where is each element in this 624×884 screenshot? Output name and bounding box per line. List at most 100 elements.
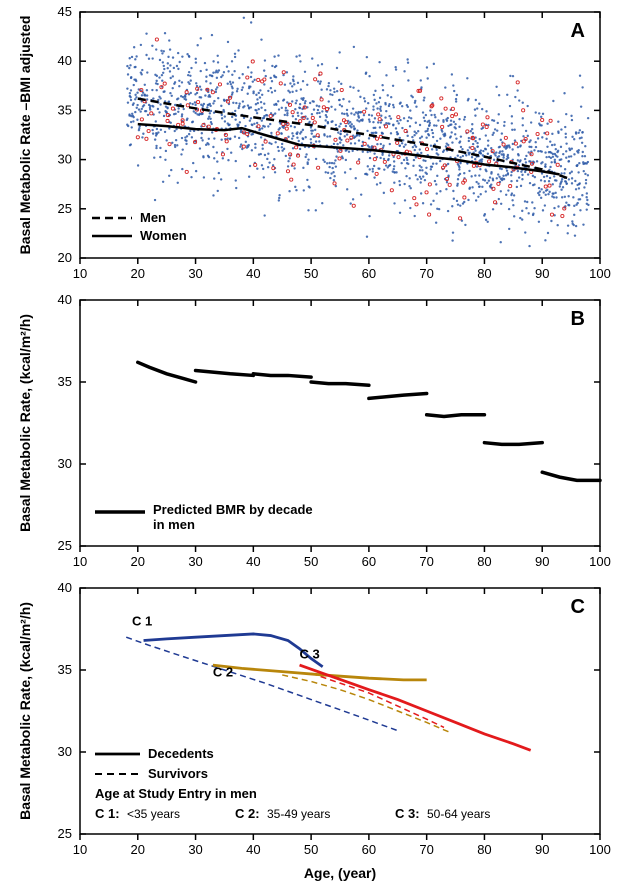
scatter-point-blue (499, 150, 501, 152)
scatter-point-blue (131, 56, 133, 58)
scatter-point-blue (552, 192, 554, 194)
scatter-point-blue (302, 80, 304, 82)
scatter-point-red (440, 97, 443, 100)
scatter-point-blue (298, 54, 300, 56)
scatter-point-blue (274, 171, 276, 173)
scatter-point-blue (521, 174, 523, 176)
scatter-point-blue (149, 108, 151, 110)
scatter-point-blue (460, 146, 462, 148)
scatter-point-blue (227, 122, 229, 124)
scatter-point-blue (507, 189, 509, 191)
scatter-point-blue (313, 108, 315, 110)
scatter-point-blue (326, 135, 328, 137)
scatter-point-blue (494, 128, 496, 130)
scatter-point-blue (235, 102, 237, 104)
scatter-point-blue (156, 89, 158, 91)
scatter-point-blue (335, 165, 337, 167)
scatter-point-blue (224, 115, 226, 117)
scatter-point-blue (213, 100, 215, 102)
scatter-point-blue (405, 175, 407, 177)
scatter-point-blue (130, 99, 132, 101)
scatter-point-blue (446, 120, 448, 122)
y-tick-label: 25 (58, 201, 72, 216)
scatter-point-blue (258, 92, 260, 94)
scatter-point-red (428, 183, 431, 186)
scatter-point-blue (173, 67, 175, 69)
scatter-point-blue (315, 158, 317, 160)
scatter-point-blue (307, 158, 309, 160)
scatter-point-blue (458, 141, 460, 143)
scatter-point-blue (304, 100, 306, 102)
scatter-point-blue (319, 82, 321, 84)
decade-segment (311, 382, 369, 385)
scatter-point-blue (512, 143, 514, 145)
scatter-point-red (550, 213, 553, 216)
scatter-point-blue (432, 132, 434, 134)
scatter-point-blue (158, 111, 160, 113)
scatter-point-blue (400, 162, 402, 164)
scatter-point-blue (192, 103, 194, 105)
scatter-point-blue (341, 112, 343, 114)
scatter-point-blue (334, 108, 336, 110)
scatter-point-blue (336, 90, 338, 92)
scatter-point-blue (368, 114, 370, 116)
scatter-point-blue (350, 112, 352, 114)
scatter-point-blue (376, 107, 378, 109)
scatter-point-blue (539, 124, 541, 126)
scatter-point-blue (168, 39, 170, 41)
scatter-point-blue (562, 186, 564, 188)
scatter-point-blue (571, 182, 573, 184)
scatter-point-blue (474, 158, 476, 160)
scatter-point-red (246, 76, 249, 79)
scatter-point-blue (293, 83, 295, 85)
scatter-point-blue (360, 193, 362, 195)
scatter-point-blue (379, 157, 381, 159)
scatter-point-blue (524, 200, 526, 202)
scatter-point-blue (134, 111, 136, 113)
scatter-point-blue (324, 119, 326, 121)
scatter-point-blue (132, 104, 134, 106)
scatter-point-blue (203, 176, 205, 178)
scatter-point-blue (383, 158, 385, 160)
scatter-point-blue (188, 71, 190, 73)
scatter-point-blue (563, 172, 565, 174)
scatter-point-blue (258, 108, 260, 110)
scatter-point-blue (161, 80, 163, 82)
scatter-point-blue (295, 189, 297, 191)
scatter-point-blue (414, 149, 416, 151)
scatter-point-blue (560, 172, 562, 174)
scatter-point-blue (261, 164, 263, 166)
scatter-point-blue (342, 98, 344, 100)
scatter-point-blue (530, 121, 532, 123)
scatter-point-blue (331, 120, 333, 122)
scatter-point-blue (376, 143, 378, 145)
scatter-point-blue (273, 76, 275, 78)
figure-container: 102030405060708090100202530354045Basal M… (0, 0, 624, 884)
scatter-point-blue (126, 65, 128, 67)
scatter-point-blue (384, 102, 386, 104)
scatter-point-blue (586, 192, 588, 194)
scatter-point-blue (291, 91, 293, 93)
scatter-point-blue (557, 130, 559, 132)
scatter-point-red (290, 178, 293, 181)
x-tick-label: 70 (419, 266, 433, 281)
scatter-point-blue (134, 66, 136, 68)
scatter-point-blue (379, 97, 381, 99)
scatter-point-blue (212, 194, 214, 196)
scatter-point-blue (230, 152, 232, 154)
scatter-point-blue (499, 146, 501, 148)
scatter-point-blue (160, 50, 162, 52)
scatter-point-blue (579, 75, 581, 77)
scatter-point-red (425, 191, 428, 194)
scatter-point-blue (382, 89, 384, 91)
scatter-point-blue (456, 94, 458, 96)
scatter-point-blue (162, 181, 164, 183)
scatter-point-blue (421, 169, 423, 171)
scatter-point-blue (220, 178, 222, 180)
scatter-point-red (390, 189, 393, 192)
panel-label: C (571, 596, 585, 618)
scatter-point-blue (495, 86, 497, 88)
scatter-point-blue (303, 189, 305, 191)
c3-decedents-line (300, 665, 531, 750)
scatter-point-blue (514, 96, 516, 98)
